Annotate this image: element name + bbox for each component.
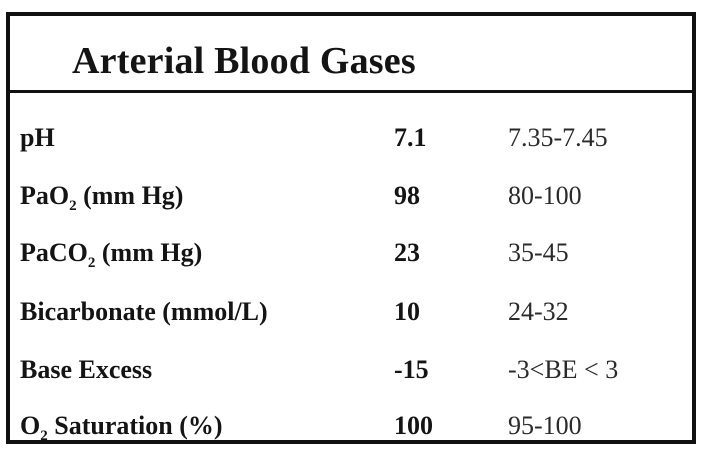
table-row-ph: pH 7.1 7.35-7.45 — [10, 118, 692, 158]
measured-value: -15 — [394, 355, 429, 384]
parameter-label: PaCO2 (mm Hg) — [20, 238, 203, 271]
measured-value: 23 — [394, 238, 420, 267]
measured-value: 10 — [394, 297, 420, 326]
normal-range: 80-100 — [508, 181, 582, 210]
measured-value: 7.1 — [394, 123, 427, 152]
table-row-o2-saturation: O2 Saturation (%) 100 95-100 — [10, 406, 692, 446]
parameter-label: O2 Saturation (%) — [20, 411, 223, 444]
normal-range: 95-100 — [508, 411, 582, 440]
table-row-paco2: PaCO2 (mm Hg) 23 35-45 — [10, 233, 692, 273]
table-title: Arterial Blood Gases — [72, 40, 416, 82]
abg-table: Arterial Blood Gases pH 7.1 7.35-7.45 Pa… — [6, 12, 696, 444]
parameter-label: Bicarbonate (mmol/L) — [20, 297, 268, 326]
normal-range: 35-45 — [508, 238, 569, 267]
table-row-pao2: PaO2 (mm Hg) 98 80-100 — [10, 176, 692, 216]
table-row-base-excess: Base Excess -15 -3<BE < 3 — [10, 350, 692, 390]
parameter-label: pH — [20, 123, 55, 152]
normal-range: 24-32 — [508, 297, 569, 326]
measured-value: 100 — [394, 411, 433, 440]
parameter-label: Base Excess — [20, 355, 153, 384]
table-header: Arterial Blood Gases — [10, 16, 692, 93]
parameter-label: PaO2 (mm Hg) — [20, 181, 184, 214]
table-row-bicarbonate: Bicarbonate (mmol/L) 10 24-32 — [10, 292, 692, 332]
normal-range: -3<BE < 3 — [508, 355, 619, 384]
measured-value: 98 — [394, 181, 420, 210]
normal-range: 7.35-7.45 — [508, 123, 608, 152]
